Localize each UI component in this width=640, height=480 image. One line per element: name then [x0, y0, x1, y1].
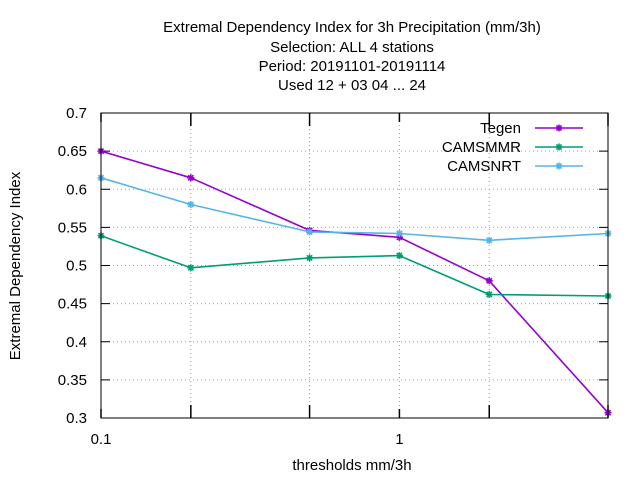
legend: Tegen CAMSMMR CAMSNRT — [442, 120, 583, 175]
title-line-4: Used 12 + 03 04 ... 24 — [278, 77, 426, 94]
plot-border — [100, 112, 609, 419]
legend-marker — [555, 124, 563, 132]
marker-dot — [188, 265, 193, 270]
legend-item-tegen: Tegen — [480, 120, 583, 137]
y-tick-label: 0.7 — [66, 105, 87, 122]
x-tick-label: 0.1 — [91, 431, 112, 448]
marker-dot — [397, 253, 402, 258]
legend-label: CAMSNRT — [447, 158, 521, 175]
marker-dot — [188, 202, 193, 207]
legend-marker — [555, 162, 563, 170]
data-point-camsmmr — [395, 252, 403, 260]
marker-dot — [487, 278, 492, 283]
legend-label: Tegen — [480, 120, 521, 137]
y-tick-label: 0.4 — [66, 334, 87, 351]
marker-dot — [307, 255, 312, 260]
y-tick-label: 0.65 — [58, 143, 87, 160]
data-point-camsnrt — [395, 229, 403, 237]
data-point-camsnrt — [485, 236, 493, 244]
title-line-3: Period: 20191101-20191114 — [259, 58, 446, 75]
legend-item-camsmmr: CAMSMMR — [442, 139, 583, 156]
legend-label: CAMSMMR — [442, 139, 521, 156]
legend-marker — [555, 143, 563, 151]
tick-labels: 0.3 0.35 0.4 0.45 0.5 0.55 0.6 0.65 0.7 0.1 1 — [58, 105, 404, 448]
y-tick-label: 0.55 — [58, 219, 87, 236]
x-axis-label: thresholds mm/3h — [292, 457, 411, 474]
title-line-1: Extremal Dependency Index for 3h Precipi… — [163, 19, 541, 36]
chart-title: Extremal Dependency Index for 3h Precipi… — [163, 19, 541, 94]
y-axis-label: Extremal Dependency Index — [7, 171, 24, 360]
data-point-tegen — [485, 277, 493, 285]
data-point-camsmmr — [187, 264, 195, 272]
y-tick-label: 0.45 — [58, 296, 87, 313]
data-point-camsmmr — [306, 254, 314, 262]
marker-dot — [188, 175, 193, 180]
grid-lines — [101, 113, 608, 418]
y-tick-label: 0.6 — [66, 181, 87, 198]
series-line-camsmmr — [100, 235, 609, 297]
marker-dot — [487, 238, 492, 243]
marker-dot — [557, 145, 561, 149]
x-tick-label: 1 — [395, 431, 403, 448]
data-point-camsnrt — [187, 201, 195, 208]
data-point-camsmmr — [485, 290, 493, 298]
y-tick-label: 0.3 — [66, 410, 87, 427]
title-line-2: Selection: ALL 4 stations — [270, 39, 434, 56]
y-tick-label: 0.35 — [58, 372, 87, 389]
data-point-camsnrt — [306, 228, 314, 236]
marker-dot — [557, 126, 561, 130]
marker-dot — [487, 292, 492, 297]
marker-dot — [307, 229, 312, 234]
marker-dot — [397, 235, 402, 240]
legend-item-camsnrt: CAMSNRT — [447, 158, 583, 175]
marker-dot — [397, 231, 402, 236]
marker-dot — [557, 164, 561, 168]
data-point-tegen — [187, 174, 195, 182]
series-line-tegen — [100, 150, 609, 414]
y-tick-label: 0.5 — [66, 258, 87, 275]
series-line-camsnrt — [100, 177, 609, 242]
series-layer — [97, 147, 612, 417]
